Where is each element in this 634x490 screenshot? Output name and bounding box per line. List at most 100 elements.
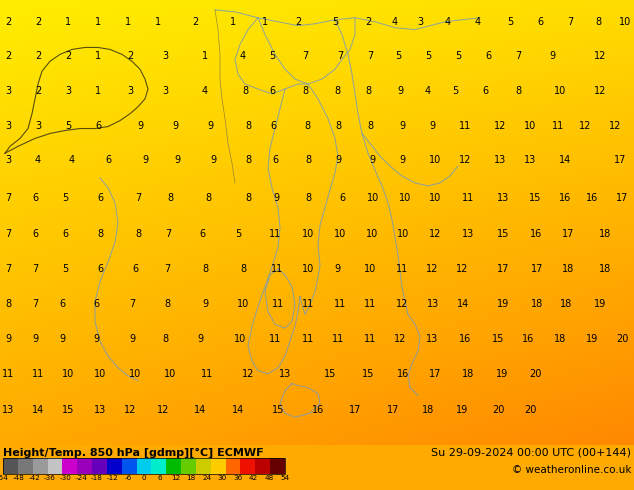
Bar (48, 458, 62, 474)
Text: -42: -42 (29, 475, 41, 481)
Text: 7: 7 (135, 193, 141, 203)
Text: 9: 9 (335, 155, 341, 165)
Text: 17: 17 (562, 229, 574, 239)
Text: 10: 10 (94, 369, 106, 379)
Text: 12: 12 (429, 229, 441, 239)
Text: 6: 6 (482, 86, 488, 96)
Text: 10: 10 (234, 334, 246, 344)
Text: 3: 3 (65, 86, 71, 96)
Text: 1: 1 (155, 17, 161, 27)
Text: 14: 14 (194, 405, 206, 416)
Bar (152, 458, 166, 474)
Text: 12: 12 (579, 121, 591, 130)
Bar (210, 458, 226, 474)
Text: 4: 4 (425, 86, 431, 96)
Text: 7: 7 (5, 264, 11, 274)
Text: 12: 12 (494, 121, 506, 130)
Text: 11: 11 (459, 121, 471, 130)
Text: 8: 8 (365, 86, 371, 96)
Text: 30: 30 (217, 475, 227, 481)
Text: 9: 9 (142, 155, 148, 165)
Text: 3: 3 (5, 155, 11, 165)
Text: 4: 4 (475, 17, 481, 27)
Text: 8: 8 (205, 193, 211, 203)
Text: 9: 9 (429, 121, 435, 130)
Text: -48: -48 (13, 475, 25, 481)
Text: 17: 17 (349, 405, 361, 416)
Text: 10: 10 (367, 193, 379, 203)
Text: 17: 17 (497, 264, 509, 274)
Text: 9: 9 (334, 264, 340, 274)
Text: 9: 9 (59, 334, 65, 344)
Text: 6: 6 (105, 155, 111, 165)
Text: 14: 14 (559, 155, 571, 165)
Text: 10: 10 (397, 229, 409, 239)
Text: 17: 17 (387, 405, 399, 416)
Text: 8: 8 (304, 121, 310, 130)
Text: 8: 8 (164, 298, 170, 309)
Text: 19: 19 (594, 298, 606, 309)
Text: 6: 6 (272, 155, 278, 165)
Text: 11: 11 (272, 298, 284, 309)
Text: 8: 8 (515, 86, 521, 96)
Text: 6: 6 (59, 298, 65, 309)
Text: 15: 15 (61, 405, 74, 416)
Text: 16: 16 (530, 229, 542, 239)
Text: 6: 6 (485, 51, 491, 61)
Text: 5: 5 (269, 51, 275, 61)
Text: 18: 18 (462, 369, 474, 379)
Text: 19: 19 (497, 298, 509, 309)
Text: 9: 9 (207, 121, 213, 130)
Text: 10: 10 (129, 369, 141, 379)
Text: 1: 1 (230, 17, 236, 27)
Text: 2: 2 (192, 17, 198, 27)
Text: 6: 6 (269, 86, 275, 96)
Text: 9: 9 (5, 334, 11, 344)
Text: 18: 18 (599, 229, 611, 239)
Text: 8: 8 (367, 121, 373, 130)
Text: 10: 10 (524, 121, 536, 130)
Text: 5: 5 (62, 264, 68, 274)
Text: 5: 5 (62, 193, 68, 203)
Text: 9: 9 (202, 298, 208, 309)
Text: -54: -54 (0, 475, 9, 481)
Text: 6: 6 (132, 264, 138, 274)
Text: 12: 12 (124, 405, 136, 416)
Text: 11: 11 (2, 369, 14, 379)
Text: 3: 3 (417, 17, 423, 27)
Text: 9: 9 (129, 334, 135, 344)
Text: 8: 8 (242, 86, 248, 96)
Text: 18: 18 (186, 475, 196, 481)
Text: 15: 15 (492, 334, 504, 344)
Text: 7: 7 (165, 229, 171, 239)
Bar (181, 458, 196, 474)
Text: -6: -6 (125, 475, 132, 481)
Text: 19: 19 (496, 369, 508, 379)
Text: 8: 8 (334, 86, 340, 96)
Text: -24: -24 (75, 475, 87, 481)
Text: 11: 11 (396, 264, 408, 274)
Text: 7: 7 (515, 51, 521, 61)
Text: 2: 2 (35, 51, 41, 61)
Bar (256, 458, 270, 474)
Text: 7: 7 (32, 298, 38, 309)
Text: 12: 12 (396, 298, 408, 309)
Text: 13: 13 (94, 405, 106, 416)
Text: 36: 36 (233, 475, 243, 481)
Text: 16: 16 (312, 405, 324, 416)
Text: 16: 16 (459, 334, 471, 344)
Text: 19: 19 (456, 405, 468, 416)
Text: 10: 10 (366, 229, 378, 239)
Bar (270, 458, 285, 474)
Text: © weatheronline.co.uk: © weatheronline.co.uk (512, 465, 631, 475)
Text: 11: 11 (201, 369, 213, 379)
Text: 10: 10 (334, 229, 346, 239)
Text: 14: 14 (32, 405, 44, 416)
Text: Su 29-09-2024 00:00 UTC (00+144): Su 29-09-2024 00:00 UTC (00+144) (431, 448, 631, 458)
Bar (92, 458, 107, 474)
Text: 12: 12 (426, 264, 438, 274)
Text: 9: 9 (174, 155, 180, 165)
Text: 6: 6 (199, 229, 205, 239)
Text: 7: 7 (5, 229, 11, 239)
Text: 6: 6 (537, 17, 543, 27)
